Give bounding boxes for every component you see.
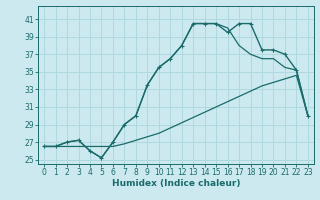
X-axis label: Humidex (Indice chaleur): Humidex (Indice chaleur) — [112, 179, 240, 188]
